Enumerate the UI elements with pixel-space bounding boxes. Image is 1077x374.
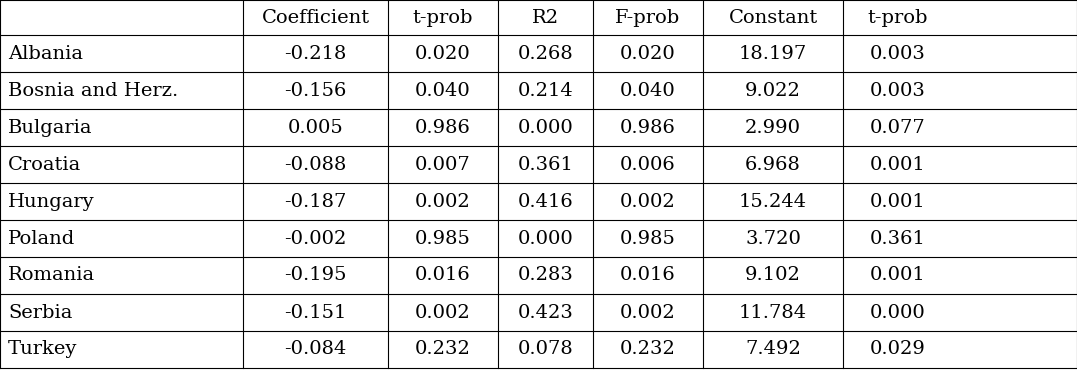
Text: 0.003: 0.003 [870, 82, 926, 99]
Text: Hungary: Hungary [8, 193, 95, 211]
Text: 0.002: 0.002 [620, 303, 676, 322]
Text: 0.361: 0.361 [870, 230, 926, 248]
Text: 0.016: 0.016 [415, 267, 471, 285]
Text: 0.000: 0.000 [518, 230, 573, 248]
Text: 6.968: 6.968 [745, 156, 801, 174]
Text: 2.990: 2.990 [745, 119, 801, 137]
Text: 0.002: 0.002 [415, 193, 471, 211]
Text: R2: R2 [532, 9, 559, 27]
Text: 0.000: 0.000 [870, 303, 926, 322]
Text: 0.007: 0.007 [415, 156, 471, 174]
Text: -0.195: -0.195 [284, 267, 347, 285]
Text: Bosnia and Herz.: Bosnia and Herz. [8, 82, 179, 99]
Text: 0.232: 0.232 [620, 340, 676, 359]
Text: 18.197: 18.197 [739, 45, 807, 62]
Text: 0.078: 0.078 [518, 340, 573, 359]
Text: 0.001: 0.001 [870, 193, 926, 211]
Text: 0.005: 0.005 [288, 119, 344, 137]
Text: 0.361: 0.361 [518, 156, 573, 174]
Text: Constant: Constant [728, 9, 817, 27]
Text: 0.020: 0.020 [415, 45, 471, 62]
Text: 0.232: 0.232 [415, 340, 471, 359]
Text: 0.001: 0.001 [870, 156, 926, 174]
Text: Turkey: Turkey [8, 340, 78, 359]
Text: Coefficient: Coefficient [262, 9, 369, 27]
Text: 15.244: 15.244 [739, 193, 807, 211]
Text: Poland: Poland [8, 230, 75, 248]
Text: 3.720: 3.720 [745, 230, 801, 248]
Text: -0.156: -0.156 [284, 82, 347, 99]
Text: -0.151: -0.151 [284, 303, 347, 322]
Text: 0.002: 0.002 [415, 303, 471, 322]
Text: 0.040: 0.040 [620, 82, 676, 99]
Text: Albania: Albania [8, 45, 83, 62]
Text: 9.022: 9.022 [745, 82, 801, 99]
Text: 0.016: 0.016 [620, 267, 676, 285]
Text: 0.214: 0.214 [518, 82, 573, 99]
Text: -0.084: -0.084 [284, 340, 347, 359]
Text: 0.000: 0.000 [518, 119, 573, 137]
Text: -0.187: -0.187 [284, 193, 347, 211]
Text: -0.002: -0.002 [284, 230, 347, 248]
Text: t-prob: t-prob [868, 9, 928, 27]
Text: 0.268: 0.268 [518, 45, 573, 62]
Text: 7.492: 7.492 [745, 340, 801, 359]
Text: 11.784: 11.784 [739, 303, 807, 322]
Text: F-prob: F-prob [615, 9, 681, 27]
Text: Bulgaria: Bulgaria [8, 119, 93, 137]
Text: 0.002: 0.002 [620, 193, 676, 211]
Text: Serbia: Serbia [8, 303, 72, 322]
Text: 0.986: 0.986 [415, 119, 471, 137]
Text: 0.040: 0.040 [415, 82, 471, 99]
Text: t-prob: t-prob [412, 9, 473, 27]
Text: 0.985: 0.985 [620, 230, 676, 248]
Text: 0.006: 0.006 [620, 156, 676, 174]
Text: 0.029: 0.029 [870, 340, 926, 359]
Text: Croatia: Croatia [8, 156, 81, 174]
Text: 9.102: 9.102 [745, 267, 801, 285]
Text: -0.088: -0.088 [284, 156, 347, 174]
Text: Romania: Romania [8, 267, 95, 285]
Text: 0.416: 0.416 [518, 193, 573, 211]
Text: 0.985: 0.985 [415, 230, 471, 248]
Text: 0.283: 0.283 [518, 267, 573, 285]
Text: 0.986: 0.986 [620, 119, 676, 137]
Text: 0.003: 0.003 [870, 45, 926, 62]
Text: 0.020: 0.020 [620, 45, 676, 62]
Text: 0.077: 0.077 [870, 119, 926, 137]
Text: -0.218: -0.218 [284, 45, 347, 62]
Text: 0.423: 0.423 [518, 303, 573, 322]
Text: 0.001: 0.001 [870, 267, 926, 285]
